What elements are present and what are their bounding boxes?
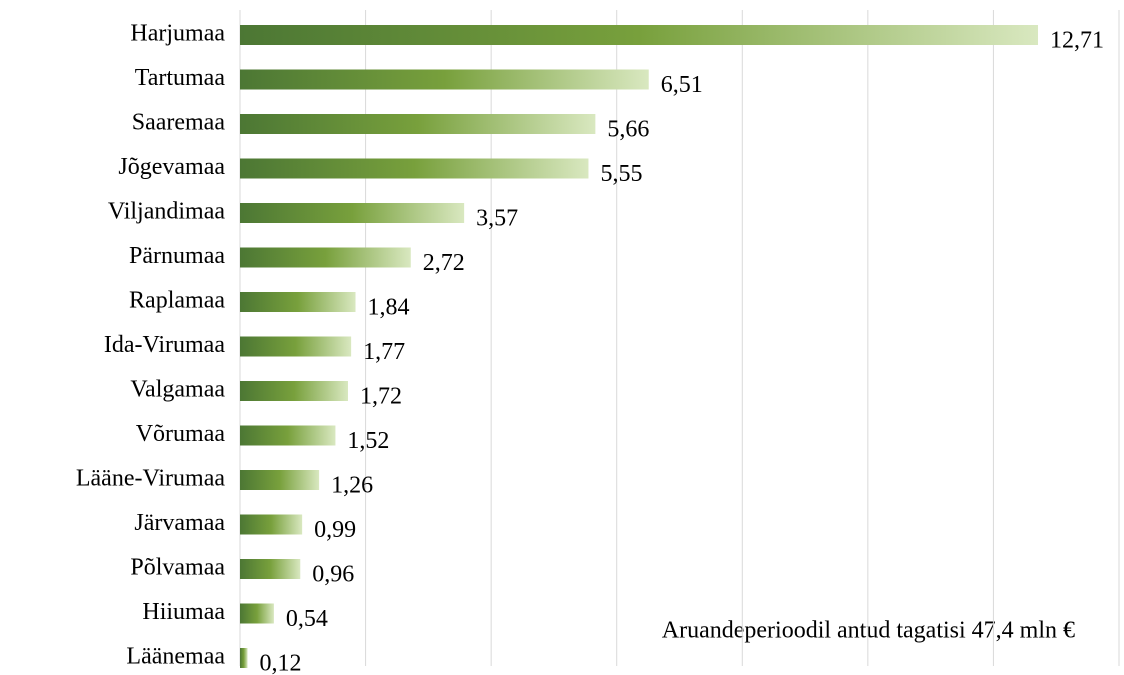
bar (240, 292, 356, 312)
value-label: 1,52 (347, 428, 389, 454)
bar (240, 247, 411, 268)
y-tick-label: Võrumaa (136, 421, 226, 447)
y-tick-label: Põlvamaa (130, 555, 225, 581)
bar (240, 381, 348, 401)
bar (240, 69, 649, 90)
y-tick-label: Lääne-Virumaa (76, 466, 225, 492)
y-tick-label: Hiiumaa (142, 599, 225, 625)
value-label: 5,66 (607, 117, 649, 143)
value-label: 12,71 (1050, 28, 1104, 54)
value-label: 1,77 (363, 339, 405, 365)
bar (240, 158, 589, 179)
bar (240, 25, 1039, 45)
y-tick-label: Valgamaa (130, 377, 225, 403)
value-label: 0,54 (286, 606, 328, 632)
value-label: 3,57 (476, 206, 518, 232)
value-label: 0,99 (314, 517, 356, 543)
y-tick-label: Läänemaa (126, 644, 225, 670)
y-tick-label: Pärnumaa (129, 243, 225, 269)
bar (240, 603, 274, 624)
bar (240, 203, 465, 223)
bar (240, 336, 352, 357)
bar (240, 514, 303, 535)
value-label: 1,72 (360, 384, 402, 410)
value-label: 0,96 (312, 562, 354, 588)
annotation: Aruandeperioodil antud tagatisi 47,4 mln… (662, 618, 1075, 644)
bar (240, 114, 596, 134)
y-tick-label: Tartumaa (135, 65, 226, 91)
value-label: 5,55 (600, 161, 642, 187)
value-label: 1,84 (368, 295, 410, 321)
bar (240, 470, 320, 490)
value-label: 1,26 (331, 473, 373, 499)
value-label: 6,51 (661, 72, 703, 98)
value-label: 2,72 (423, 250, 465, 276)
y-tick-label: Harjumaa (130, 21, 225, 47)
bar (240, 425, 336, 446)
y-tick-label: Saaremaa (132, 110, 226, 136)
y-tick-label: Ida-Virumaa (104, 332, 226, 358)
y-tick-label: Viljandimaa (108, 199, 226, 225)
y-tick-label: Raplamaa (129, 288, 225, 314)
value-label: 0,12 (260, 651, 302, 675)
y-tick-label: Jõgevamaa (118, 154, 225, 180)
bar (240, 559, 301, 579)
y-tick-label: Järvamaa (134, 510, 225, 536)
bar (240, 648, 248, 668)
